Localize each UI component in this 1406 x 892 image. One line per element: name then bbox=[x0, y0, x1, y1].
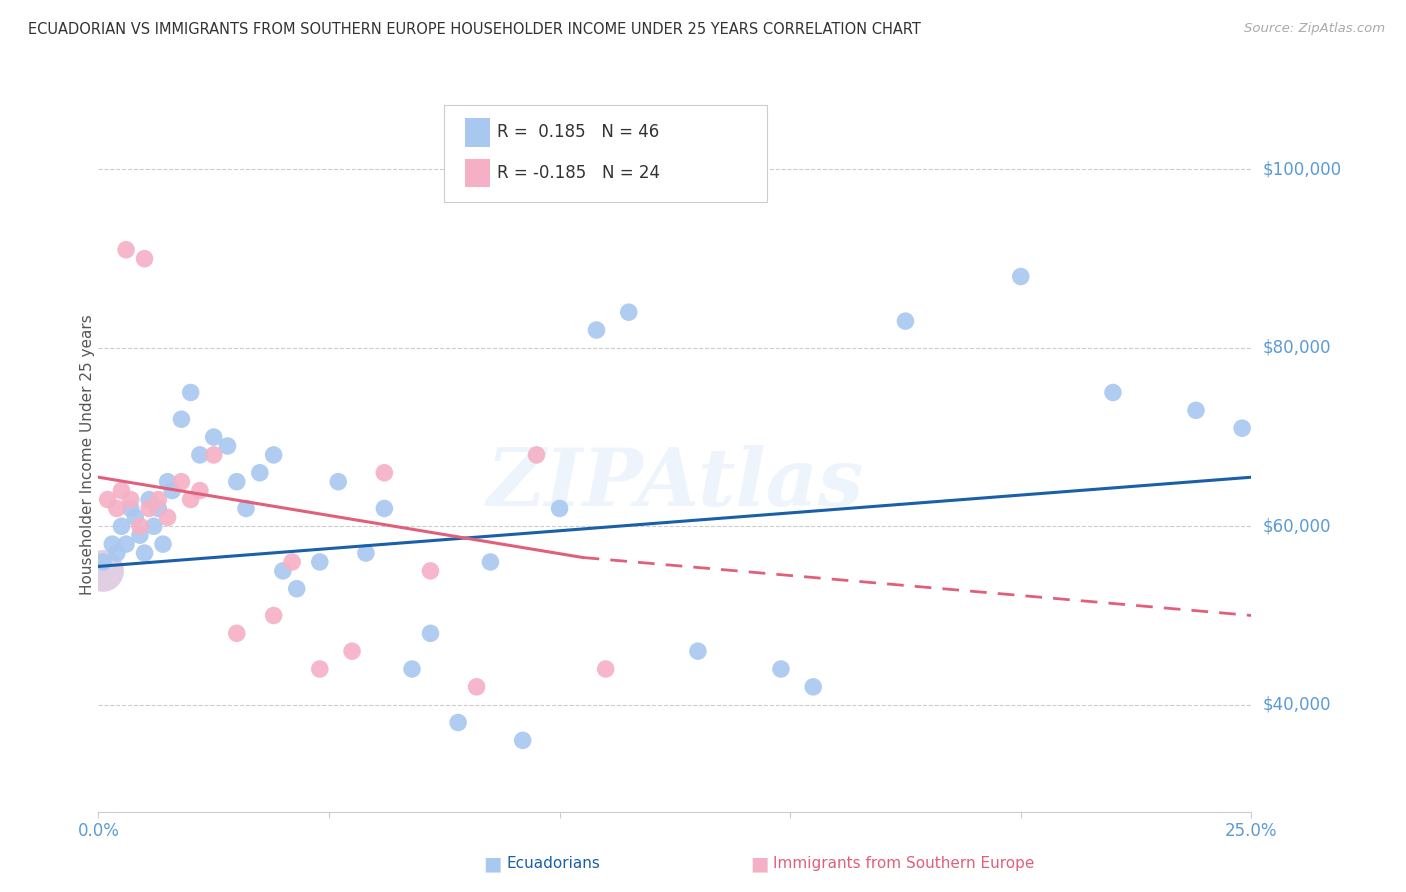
Point bbox=[1102, 385, 1125, 400]
Point bbox=[308, 662, 330, 676]
Point bbox=[110, 483, 132, 498]
Text: R =  0.185   N = 46: R = 0.185 N = 46 bbox=[498, 123, 659, 141]
Point bbox=[170, 412, 193, 426]
Point bbox=[479, 555, 502, 569]
Point bbox=[512, 733, 534, 747]
Y-axis label: Householder Income Under 25 years: Householder Income Under 25 years bbox=[80, 315, 94, 595]
Point bbox=[617, 305, 640, 319]
Point bbox=[180, 492, 202, 507]
Point bbox=[115, 243, 138, 257]
Point bbox=[235, 501, 257, 516]
Point bbox=[225, 475, 247, 489]
Point bbox=[373, 466, 395, 480]
Point bbox=[134, 252, 156, 266]
Point bbox=[686, 644, 709, 658]
Point bbox=[120, 492, 142, 507]
Point bbox=[419, 626, 441, 640]
Point bbox=[105, 501, 128, 516]
Point bbox=[148, 501, 170, 516]
Point bbox=[401, 662, 423, 676]
Point bbox=[281, 555, 304, 569]
Text: ■: ■ bbox=[484, 854, 502, 873]
Point bbox=[1010, 269, 1032, 284]
Point bbox=[271, 564, 294, 578]
Point bbox=[101, 537, 124, 551]
Point bbox=[548, 501, 571, 516]
Point bbox=[373, 501, 395, 516]
FancyBboxPatch shape bbox=[465, 118, 491, 146]
Point bbox=[217, 439, 239, 453]
Point bbox=[134, 546, 156, 560]
Point bbox=[152, 537, 174, 551]
Point bbox=[595, 662, 617, 676]
Point bbox=[105, 546, 128, 560]
Point bbox=[465, 680, 488, 694]
Point bbox=[142, 519, 165, 533]
Point bbox=[447, 715, 470, 730]
Point bbox=[263, 448, 285, 462]
Text: $60,000: $60,000 bbox=[1263, 517, 1331, 535]
Point bbox=[120, 501, 142, 516]
FancyBboxPatch shape bbox=[465, 159, 491, 187]
Point bbox=[110, 519, 132, 533]
Text: R = -0.185   N = 24: R = -0.185 N = 24 bbox=[498, 164, 661, 182]
Point bbox=[129, 528, 152, 542]
Text: $40,000: $40,000 bbox=[1263, 696, 1331, 714]
Point bbox=[263, 608, 285, 623]
Point bbox=[249, 466, 271, 480]
Point bbox=[170, 475, 193, 489]
Point bbox=[188, 483, 211, 498]
Point bbox=[180, 385, 202, 400]
Text: ECUADORIAN VS IMMIGRANTS FROM SOUTHERN EUROPE HOUSEHOLDER INCOME UNDER 25 YEARS : ECUADORIAN VS IMMIGRANTS FROM SOUTHERN E… bbox=[28, 22, 921, 37]
Text: Immigrants from Southern Europe: Immigrants from Southern Europe bbox=[773, 856, 1035, 871]
Point bbox=[308, 555, 330, 569]
Point bbox=[148, 492, 170, 507]
Point bbox=[91, 555, 114, 569]
Point bbox=[156, 510, 179, 524]
Point bbox=[202, 448, 225, 462]
Point bbox=[97, 492, 120, 507]
Point bbox=[328, 475, 350, 489]
FancyBboxPatch shape bbox=[444, 105, 768, 202]
Point bbox=[340, 644, 363, 658]
Point bbox=[138, 501, 160, 516]
Point bbox=[138, 492, 160, 507]
Text: $100,000: $100,000 bbox=[1263, 161, 1341, 178]
Point bbox=[160, 483, 183, 498]
Point bbox=[129, 519, 152, 533]
Point bbox=[585, 323, 607, 337]
Point bbox=[1230, 421, 1253, 435]
Text: Ecuadorians: Ecuadorians bbox=[506, 856, 600, 871]
Point bbox=[188, 448, 211, 462]
Point bbox=[769, 662, 792, 676]
Point bbox=[894, 314, 917, 328]
Point bbox=[419, 564, 441, 578]
Text: ■: ■ bbox=[751, 854, 769, 873]
Point bbox=[124, 510, 146, 524]
Point bbox=[801, 680, 824, 694]
Text: ZIPAtlas: ZIPAtlas bbox=[486, 445, 863, 522]
Point bbox=[156, 475, 179, 489]
Point bbox=[202, 430, 225, 444]
Point bbox=[526, 448, 548, 462]
Point bbox=[354, 546, 377, 560]
Point bbox=[91, 564, 114, 578]
Point bbox=[91, 564, 114, 578]
Point bbox=[285, 582, 308, 596]
Text: Source: ZipAtlas.com: Source: ZipAtlas.com bbox=[1244, 22, 1385, 36]
Point bbox=[1185, 403, 1208, 417]
Point bbox=[115, 537, 138, 551]
Text: $80,000: $80,000 bbox=[1263, 339, 1331, 357]
Point bbox=[225, 626, 247, 640]
